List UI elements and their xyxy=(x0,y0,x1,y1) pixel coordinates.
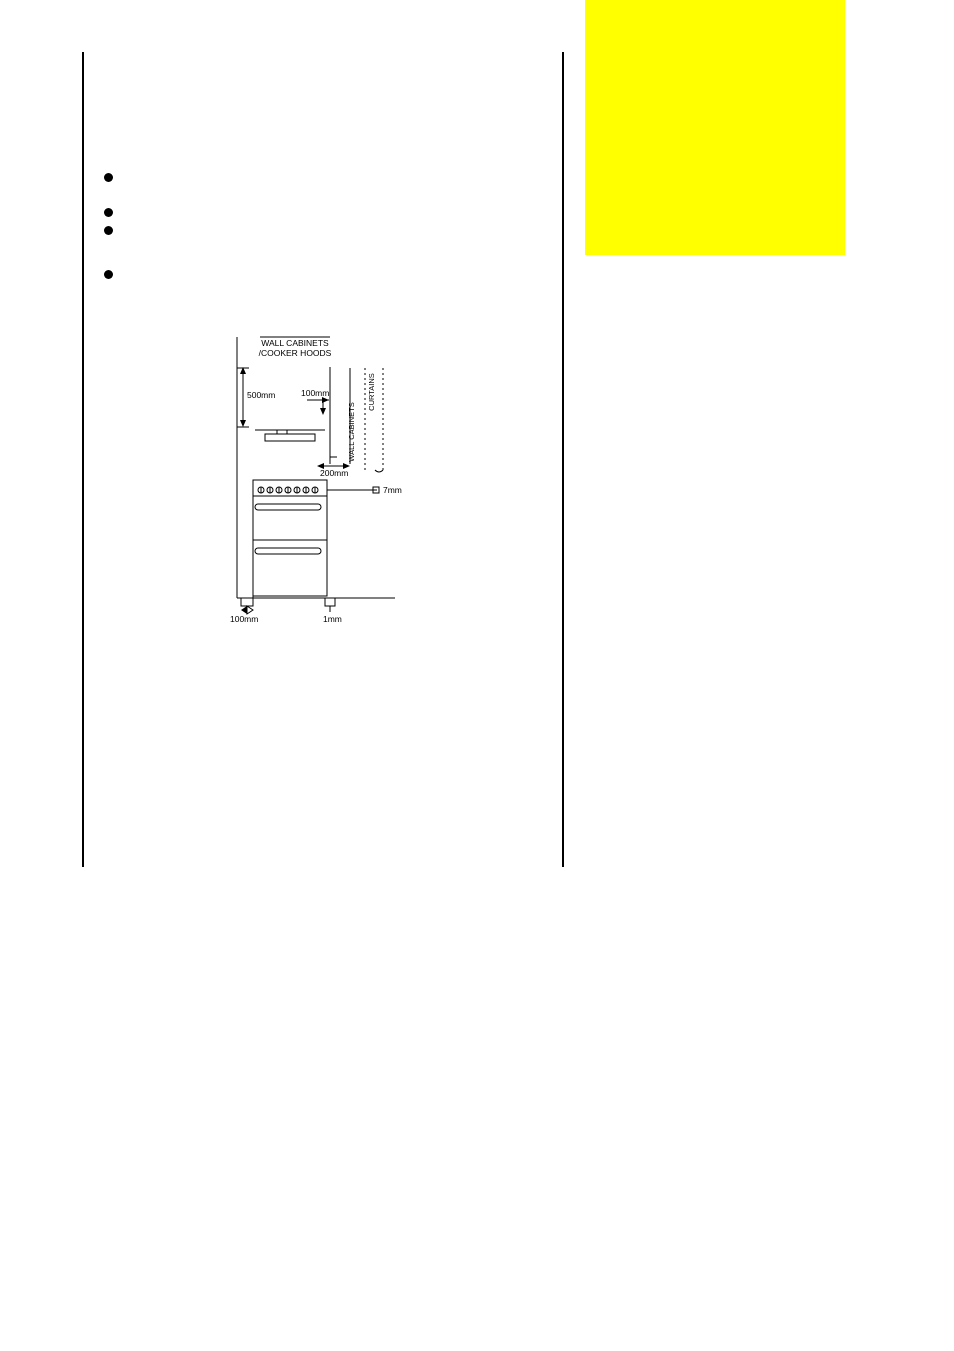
diagram-label-curtains: CURTAINS xyxy=(367,373,376,411)
diagram-label-100top: 100mm xyxy=(301,388,329,398)
diagram-label-1: 1mm xyxy=(323,614,342,624)
column-divider-right xyxy=(562,52,564,867)
diagram-label-wallcabv: WALL CABINETS xyxy=(347,402,356,461)
yellow-highlight xyxy=(585,0,845,255)
diagram-label-top2: /COOKER HOODS xyxy=(259,348,332,358)
clearance-diagram: WALL CABINETS /COOKER HOODS 500mm 100mm … xyxy=(225,332,410,627)
page-root: WALL CABINETS /COOKER HOODS 500mm 100mm … xyxy=(0,0,954,1351)
diagram-label-7: 7mm xyxy=(383,485,402,495)
diagram-label-100b: 100mm xyxy=(230,614,258,624)
diagram-label-top1: WALL CABINETS xyxy=(261,338,329,348)
bullet-4 xyxy=(104,270,113,279)
diagram-label-500: 500mm xyxy=(247,390,275,400)
diagram-label-200: 200mm xyxy=(320,468,348,478)
bullet-3 xyxy=(104,226,113,235)
column-divider-left xyxy=(82,52,84,867)
bullet-1 xyxy=(104,173,113,182)
bullet-2 xyxy=(104,208,113,217)
